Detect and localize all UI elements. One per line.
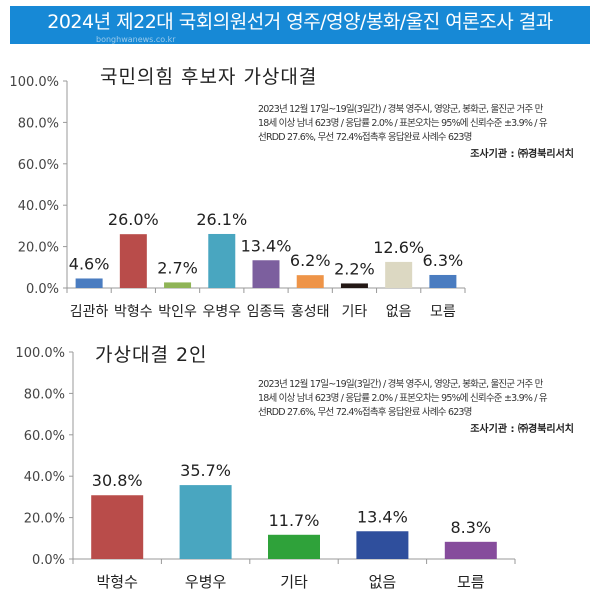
y-tick-label: 20.0%	[18, 241, 59, 256]
y-tick-label: 80.0%	[24, 387, 65, 402]
note-line: 선RDD 27.6%, 무선 72.4%접촉후 응답완료 사례수 623명	[258, 407, 472, 418]
data-label: 6.2%	[290, 251, 331, 270]
bar-박인우	[164, 282, 192, 288]
watermark: bonghwanews.co.kr	[96, 35, 176, 44]
category-label: 기타	[342, 304, 368, 320]
y-tick-label: 100.0%	[9, 75, 59, 90]
category-label: 기타	[280, 573, 308, 591]
data-label: 35.7%	[180, 461, 231, 480]
data-label: 13.4%	[241, 236, 292, 255]
data-label: 26.0%	[108, 210, 159, 229]
bar-모름	[444, 541, 497, 559]
data-label: 2.7%	[157, 258, 198, 277]
y-tick-label: 0.0%	[32, 553, 65, 568]
bar-우병우	[179, 485, 232, 559]
category-label: 박형수	[114, 304, 153, 320]
category-label: 박인우	[158, 304, 197, 320]
data-label: 6.3%	[423, 251, 464, 270]
title-banner: 2024년 제22대 국회의원선거 영주/영양/봉화/울진 여론조사 결과 bo…	[10, 6, 590, 44]
chart1-source: 조사기관 : ㈜경북리서치	[470, 149, 574, 160]
data-label: 8.3%	[450, 518, 491, 537]
note-line: 18세 이상 남녀 623명 / 응답률 2.0% / 표본오차는 95%에 신…	[258, 393, 548, 404]
data-label: 26.1%	[196, 210, 247, 229]
y-tick-label: 0.0%	[26, 282, 59, 297]
category-label: 박형수	[96, 573, 137, 591]
y-tick-label: 60.0%	[24, 429, 65, 444]
note-line: 선RDD 27.6%, 무선 72.4%접촉후 응답완료 사례수 623명	[258, 132, 472, 143]
y-tick-label: 20.0%	[24, 512, 65, 527]
y-tick-label: 100.0%	[15, 346, 65, 361]
category-label: 우병우	[185, 573, 227, 591]
category-label: 임종득	[247, 304, 286, 320]
data-label: 2.2%	[334, 259, 375, 278]
bar-김관하	[75, 278, 103, 288]
chart1-note-box: 2023년 12월 17일~19일(3일간) / 경북 영주시, 영양군, 봉화…	[258, 103, 594, 162]
bar-임종득	[252, 260, 280, 288]
y-tick-label: 60.0%	[18, 158, 59, 173]
bar-박형수	[91, 495, 144, 559]
chart2-source: 조사기관 : ㈜경북리서치	[470, 424, 574, 435]
note-line: 18세 이상 남녀 623명 / 응답률 2.0% / 표본오차는 95%에 신…	[258, 118, 548, 129]
data-label: 11.7%	[269, 511, 320, 530]
category-label: 김관하	[70, 304, 109, 320]
category-label: 모름	[430, 304, 456, 320]
banner-title: 2024년 제22대 국회의원선거 영주/영양/봉화/울진 여론조사 결과	[47, 11, 553, 33]
y-tick-label: 80.0%	[18, 116, 59, 131]
bar-기타	[340, 283, 368, 288]
category-label: 없음	[369, 573, 397, 591]
y-tick-label: 40.0%	[18, 199, 59, 214]
note-line: 2023년 12월 17일~19일(3일간) / 경북 영주시, 영양군, 봉화…	[258, 104, 543, 115]
bar-박형수	[119, 234, 147, 288]
bar-모름	[429, 274, 457, 288]
bar-홍성태	[296, 275, 324, 288]
chart1-title: 국민의힘 후보자 가상대결	[100, 66, 318, 88]
category-label: 없음	[386, 304, 412, 320]
bar-우병우	[208, 233, 236, 288]
data-label: 4.6%	[69, 254, 110, 273]
category-label: 모름	[457, 573, 485, 591]
category-label: 홍성태	[291, 304, 330, 320]
chart2-title: 가상대결 2인	[95, 344, 208, 366]
data-label: 30.8%	[92, 471, 143, 490]
bar-없음	[385, 261, 413, 288]
data-label: 12.6%	[373, 238, 424, 257]
data-label: 13.4%	[357, 507, 408, 526]
bar-기타	[268, 534, 320, 559]
chart2-note-box: 2023년 12월 17일~19일(3일간) / 경북 영주시, 영양군, 봉화…	[258, 378, 594, 437]
note-line: 2023년 12월 17일~19일(3일간) / 경북 영주시, 영양군, 봉화…	[258, 379, 543, 390]
y-tick-label: 40.0%	[24, 470, 65, 485]
category-label: 우병우	[202, 304, 241, 320]
bar-없음	[356, 531, 409, 559]
